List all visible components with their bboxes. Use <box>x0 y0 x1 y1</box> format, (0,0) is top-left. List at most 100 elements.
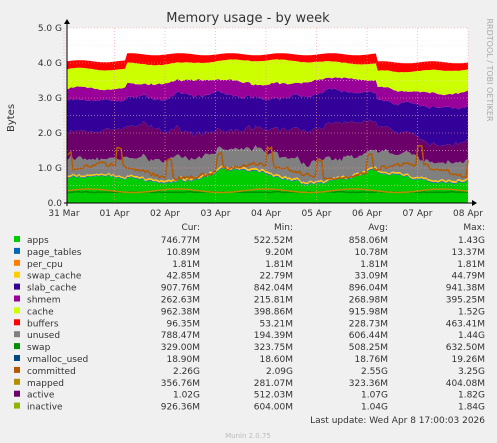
legend-value-cur: 746.77M <box>161 236 200 246</box>
legend-value-max: 395.25M <box>446 296 485 306</box>
legend-value-cur: 1.81M <box>172 260 200 270</box>
line-mapped <box>66 188 469 194</box>
legend-value-cur: 907.76M <box>161 284 200 294</box>
legend-swatch <box>14 283 20 290</box>
legend-value-avg: 10.78M <box>354 248 388 258</box>
area-unused <box>67 145 468 183</box>
legend-series-name: apps <box>27 236 49 246</box>
legend-value-avg: 1.07G <box>361 391 388 401</box>
y-tick-label: 1.0 G <box>38 164 62 174</box>
line-committed <box>66 144 469 181</box>
legend-value-cur: 788.47M <box>161 331 200 341</box>
legend-series-name: inactive <box>27 403 63 413</box>
legend-swatch <box>14 236 20 242</box>
legend-value-min: 53.21M <box>259 319 293 329</box>
legend-value-max: 1.44G <box>458 331 485 341</box>
y-axis: 0.0 1.0 G 2.0 G 3.0 G 4.0 G 5.0 G <box>38 24 62 209</box>
legend-series-name: page_tables <box>27 248 82 258</box>
legend-value-max: 44.79M <box>451 272 485 282</box>
legend-value-min: 194.39M <box>254 331 293 341</box>
rrdtool-credit: RRDTOOL / TOBI OETIKER <box>485 18 494 121</box>
legend-series-name: per_cpu <box>27 260 63 270</box>
legend-value-avg: 1.04G <box>361 403 388 413</box>
legend-value-min: 2.09G <box>266 367 293 377</box>
chart-title: Memory usage - by week <box>166 11 330 26</box>
legend-value-min: 842.04M <box>254 284 293 294</box>
last-update: Last update: Wed Apr 8 17:00:03 2026 <box>310 416 485 426</box>
legend-value-min: 281.07M <box>254 379 293 389</box>
legend-value-min: 22.79M <box>259 272 293 282</box>
area-slab_cache <box>67 88 468 147</box>
legend-value-min: 323.75M <box>254 343 293 353</box>
axes <box>64 19 477 206</box>
legend-swatch <box>14 402 20 409</box>
y-tick-label: 3.0 G <box>38 94 62 104</box>
x-tick-label: 04 Apr <box>251 209 281 219</box>
legend-value-avg: 915.98M <box>349 307 388 317</box>
legend-value-avg: 2.55G <box>361 367 388 377</box>
y-tick-label: 0.0 <box>48 199 63 209</box>
x-tick-label: 02 Apr <box>150 209 180 219</box>
legend-value-cur: 96.35M <box>166 319 200 329</box>
legend-swatch <box>14 331 20 338</box>
legend-value-min: 18.60M <box>259 355 293 365</box>
y-tick-label: 4.0 G <box>38 59 62 69</box>
legend-value-min: 9.20M <box>265 248 293 258</box>
legend-value-avg: 508.25M <box>349 343 388 353</box>
legend-series-name: committed <box>27 367 76 377</box>
legend-series-name: active <box>27 391 55 401</box>
legend-series-name: unused <box>27 331 60 341</box>
area-shmem <box>67 77 468 110</box>
legend-value-max: 1.43G <box>458 236 485 246</box>
stacked-areas <box>67 53 468 203</box>
legend-value-max: 1.52G <box>458 307 485 317</box>
legend-value-avg: 33.09M <box>354 272 388 282</box>
line-series <box>66 144 469 194</box>
y-tick-label: 2.0 G <box>38 129 62 139</box>
x-tick-label: 06 Apr <box>352 209 382 219</box>
legend-swatch <box>14 271 20 278</box>
legend-value-cur: 926.36M <box>161 403 200 413</box>
legend-column-header: Min: <box>274 223 293 233</box>
legend-series-name: swap <box>27 343 51 353</box>
legend-series-name: shmem <box>27 296 60 306</box>
grid-lines <box>63 27 469 203</box>
legend-value-avg: 323.36M <box>349 379 388 389</box>
area-apps <box>67 168 468 203</box>
legend-swatch <box>14 319 20 326</box>
legend-column-header: Max: <box>463 223 485 233</box>
x-tick-label: 07 Apr <box>403 209 433 219</box>
x-tick-label: 05 Apr <box>302 209 332 219</box>
legend-swatch <box>14 247 20 254</box>
legend-value-avg: 1.81M <box>360 260 388 270</box>
y-tick-label: 5.0 G <box>38 24 62 34</box>
legend-swatch <box>14 390 20 397</box>
area-active <box>67 119 468 168</box>
legend-value-max: 1.84G <box>458 403 485 413</box>
legend-value-min: 512.03M <box>254 391 293 401</box>
legend-value-min: 522.52M <box>254 236 293 246</box>
legend-swatch <box>14 366 20 373</box>
legend-value-min: 604.00M <box>254 403 293 413</box>
x-tick-label: 08 Apr <box>453 209 483 219</box>
legend-swatch <box>14 295 20 302</box>
legend-value-avg: 268.98M <box>349 296 388 306</box>
legend-value-max: 941.38M <box>446 284 485 294</box>
legend-value-avg: 858.06M <box>349 236 388 246</box>
x-tick-label: 03 Apr <box>201 209 231 219</box>
legend-swatch <box>14 307 20 314</box>
legend-series-name: slab_cache <box>27 284 77 294</box>
legend-value-min: 1.81M <box>265 260 293 270</box>
legend-series-name: mapped <box>27 379 64 389</box>
legend-column-header: Avg: <box>368 223 388 233</box>
legend-value-min: 215.81M <box>254 296 293 306</box>
legend-value-cur: 356.76M <box>161 379 200 389</box>
legend-value-max: 1.82G <box>458 391 485 401</box>
x-tick-label: 01 Apr <box>100 209 130 219</box>
munin-version: Munin 2.0.75 <box>225 432 271 440</box>
legend-value-cur: 329.00M <box>161 343 200 353</box>
legend-value-max: 404.08M <box>446 379 485 389</box>
legend-value-cur: 262.63M <box>161 296 200 306</box>
legend-swatch <box>14 259 20 266</box>
